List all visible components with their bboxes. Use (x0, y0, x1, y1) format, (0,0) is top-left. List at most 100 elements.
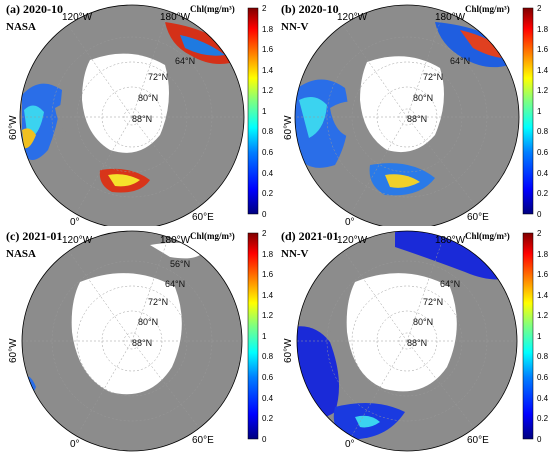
svg-text:0.8: 0.8 (537, 127, 549, 136)
colorbar-unit: Chl(mg/m³) (465, 4, 510, 14)
colorbar-ticks-c: 0 0.2 0.4 0.6 0.8 1 1.2 1.4 1.6 1.8 2 (262, 229, 274, 444)
svg-text:1.2: 1.2 (262, 311, 274, 320)
lon-180w-label: 180°W (160, 235, 191, 246)
svg-text:0.8: 0.8 (262, 352, 274, 361)
map-c: 120°W 180°W 60°W 120°E 0° 60°E 56°N 64°N… (8, 229, 274, 452)
svg-text:0.2: 0.2 (262, 414, 274, 423)
svg-text:0.2: 0.2 (262, 189, 274, 198)
lat-64-label: 64°N (165, 279, 185, 289)
lon-60w-label: 60°W (8, 338, 19, 363)
svg-text:1.6: 1.6 (262, 270, 274, 279)
svg-text:1.8: 1.8 (262, 250, 274, 259)
map-d: 120°W 180°W 60°W 120°E 0° 60°E 64°N 72°N… (283, 229, 549, 452)
svg-text:1.8: 1.8 (262, 25, 274, 34)
colorbar-ticks-b: 0 0.2 0.4 0.6 0.8 1 1.2 1.4 1.6 1.8 2 (537, 4, 549, 219)
svg-text:1.2: 1.2 (537, 86, 549, 95)
lat-56-label: 56°N (170, 259, 190, 269)
lat-80-label: 80°N (138, 317, 158, 327)
sea-ice (346, 273, 457, 392)
svg-text:0: 0 (262, 210, 267, 219)
svg-text:0.4: 0.4 (262, 169, 274, 178)
svg-text:1.6: 1.6 (537, 270, 549, 279)
lat-64-label: 64°N (450, 56, 470, 66)
lon-120w-label: 120°W (62, 235, 93, 246)
svg-text:2: 2 (537, 229, 542, 238)
svg-text:0.6: 0.6 (262, 373, 274, 382)
panel-c: 120°W 180°W 60°W 120°E 0° 60°E 56°N 64°N… (0, 227, 275, 453)
lon-0-label: 0° (345, 439, 355, 450)
svg-text:0.4: 0.4 (262, 394, 274, 403)
panel-title: (c) 2021-01 (6, 229, 63, 243)
colorbar-unit: Chl(mg/m³) (465, 231, 510, 241)
svg-text:1: 1 (537, 332, 542, 341)
lon-0-label: 0° (70, 217, 80, 226)
colorbar-unit: Chl(mg/m³) (190, 4, 235, 14)
colorbar-unit: Chl(mg/m³) (190, 231, 235, 241)
svg-text:1.2: 1.2 (537, 311, 549, 320)
svg-text:0.6: 0.6 (537, 148, 549, 157)
lon-60e-label: 60°E (467, 212, 489, 223)
svg-text:1.8: 1.8 (537, 25, 549, 34)
colorbar-c (247, 232, 259, 440)
lon-60w-label: 60°W (283, 338, 294, 363)
map-a: 120°W 180°W 60°W 120°E 0° 60°E 64°N 72°N… (8, 4, 274, 226)
lon-120w-label: 120°W (337, 12, 368, 23)
colorbar-d (522, 232, 534, 440)
svg-text:2: 2 (262, 229, 267, 238)
lat-72-label: 72°N (423, 297, 443, 307)
svg-text:1.2: 1.2 (262, 86, 274, 95)
product-label: NASA (6, 21, 36, 33)
lon-0-label: 0° (345, 217, 355, 226)
lon-180w-label: 180°W (435, 235, 466, 246)
panel-d: 120°W 180°W 60°W 120°E 0° 60°E 64°N 72°N… (275, 227, 550, 453)
svg-text:2: 2 (262, 4, 267, 13)
svg-text:0: 0 (262, 435, 267, 444)
lat-80-label: 80°N (413, 317, 433, 327)
svg-text:0.8: 0.8 (262, 127, 274, 136)
lat-72-label: 72°N (423, 72, 443, 82)
lat-64-label: 64°N (440, 279, 460, 289)
lat-80-label: 80°N (138, 93, 158, 103)
lon-120w-label: 120°W (337, 235, 368, 246)
product-label: NASA (6, 248, 36, 260)
lat-72-label: 72°N (148, 72, 168, 82)
svg-text:0.6: 0.6 (262, 148, 274, 157)
svg-text:1.6: 1.6 (262, 45, 274, 54)
map-b: 120°W 180°W 60°W 120°E 0° 60°E 64°N 72°N… (283, 4, 549, 226)
svg-text:0.2: 0.2 (537, 189, 549, 198)
svg-text:0.4: 0.4 (537, 169, 549, 178)
svg-text:1.8: 1.8 (537, 250, 549, 259)
lat-72-label: 72°N (148, 297, 168, 307)
lat-88-label: 88°N (407, 114, 427, 124)
svg-text:1: 1 (262, 107, 267, 116)
lon-120w-label: 120°W (62, 12, 93, 23)
svg-text:2: 2 (537, 4, 542, 13)
svg-text:0.2: 0.2 (537, 414, 549, 423)
lat-88-label: 88°N (132, 338, 152, 348)
colorbar-a (247, 7, 259, 215)
panel-title: (b) 2020-10 (281, 2, 339, 16)
svg-text:1: 1 (537, 107, 542, 116)
lon-60e-label: 60°E (192, 435, 214, 446)
colorbar-b (522, 7, 534, 215)
lon-60w-label: 60°W (283, 115, 294, 140)
svg-text:1.6: 1.6 (537, 45, 549, 54)
product-label: NN-V (281, 21, 309, 33)
svg-text:0.8: 0.8 (537, 352, 549, 361)
svg-text:1.4: 1.4 (262, 66, 274, 75)
colorbar-ticks-a: 0 0.2 0.4 0.6 0.8 1 1.2 1.4 1.6 1.8 2 (262, 4, 274, 219)
panel-b: 120°W 180°W 60°W 120°E 0° 60°E 64°N 72°N… (275, 0, 550, 226)
lon-0-label: 0° (70, 439, 80, 450)
panel-title: (d) 2021-01 (281, 229, 339, 243)
product-label: NN-V (281, 248, 309, 260)
lon-60w-label: 60°W (8, 115, 19, 140)
svg-text:0: 0 (537, 435, 542, 444)
svg-text:0: 0 (537, 210, 542, 219)
lat-80-label: 80°N (413, 93, 433, 103)
lon-60e-label: 60°E (467, 435, 489, 446)
svg-text:0.4: 0.4 (537, 394, 549, 403)
svg-text:1.4: 1.4 (537, 291, 549, 300)
sea-ice (82, 53, 169, 153)
colorbar-ticks-d: 0 0.2 0.4 0.6 0.8 1 1.2 1.4 1.6 1.8 2 (537, 229, 549, 444)
sea-ice (360, 56, 444, 153)
